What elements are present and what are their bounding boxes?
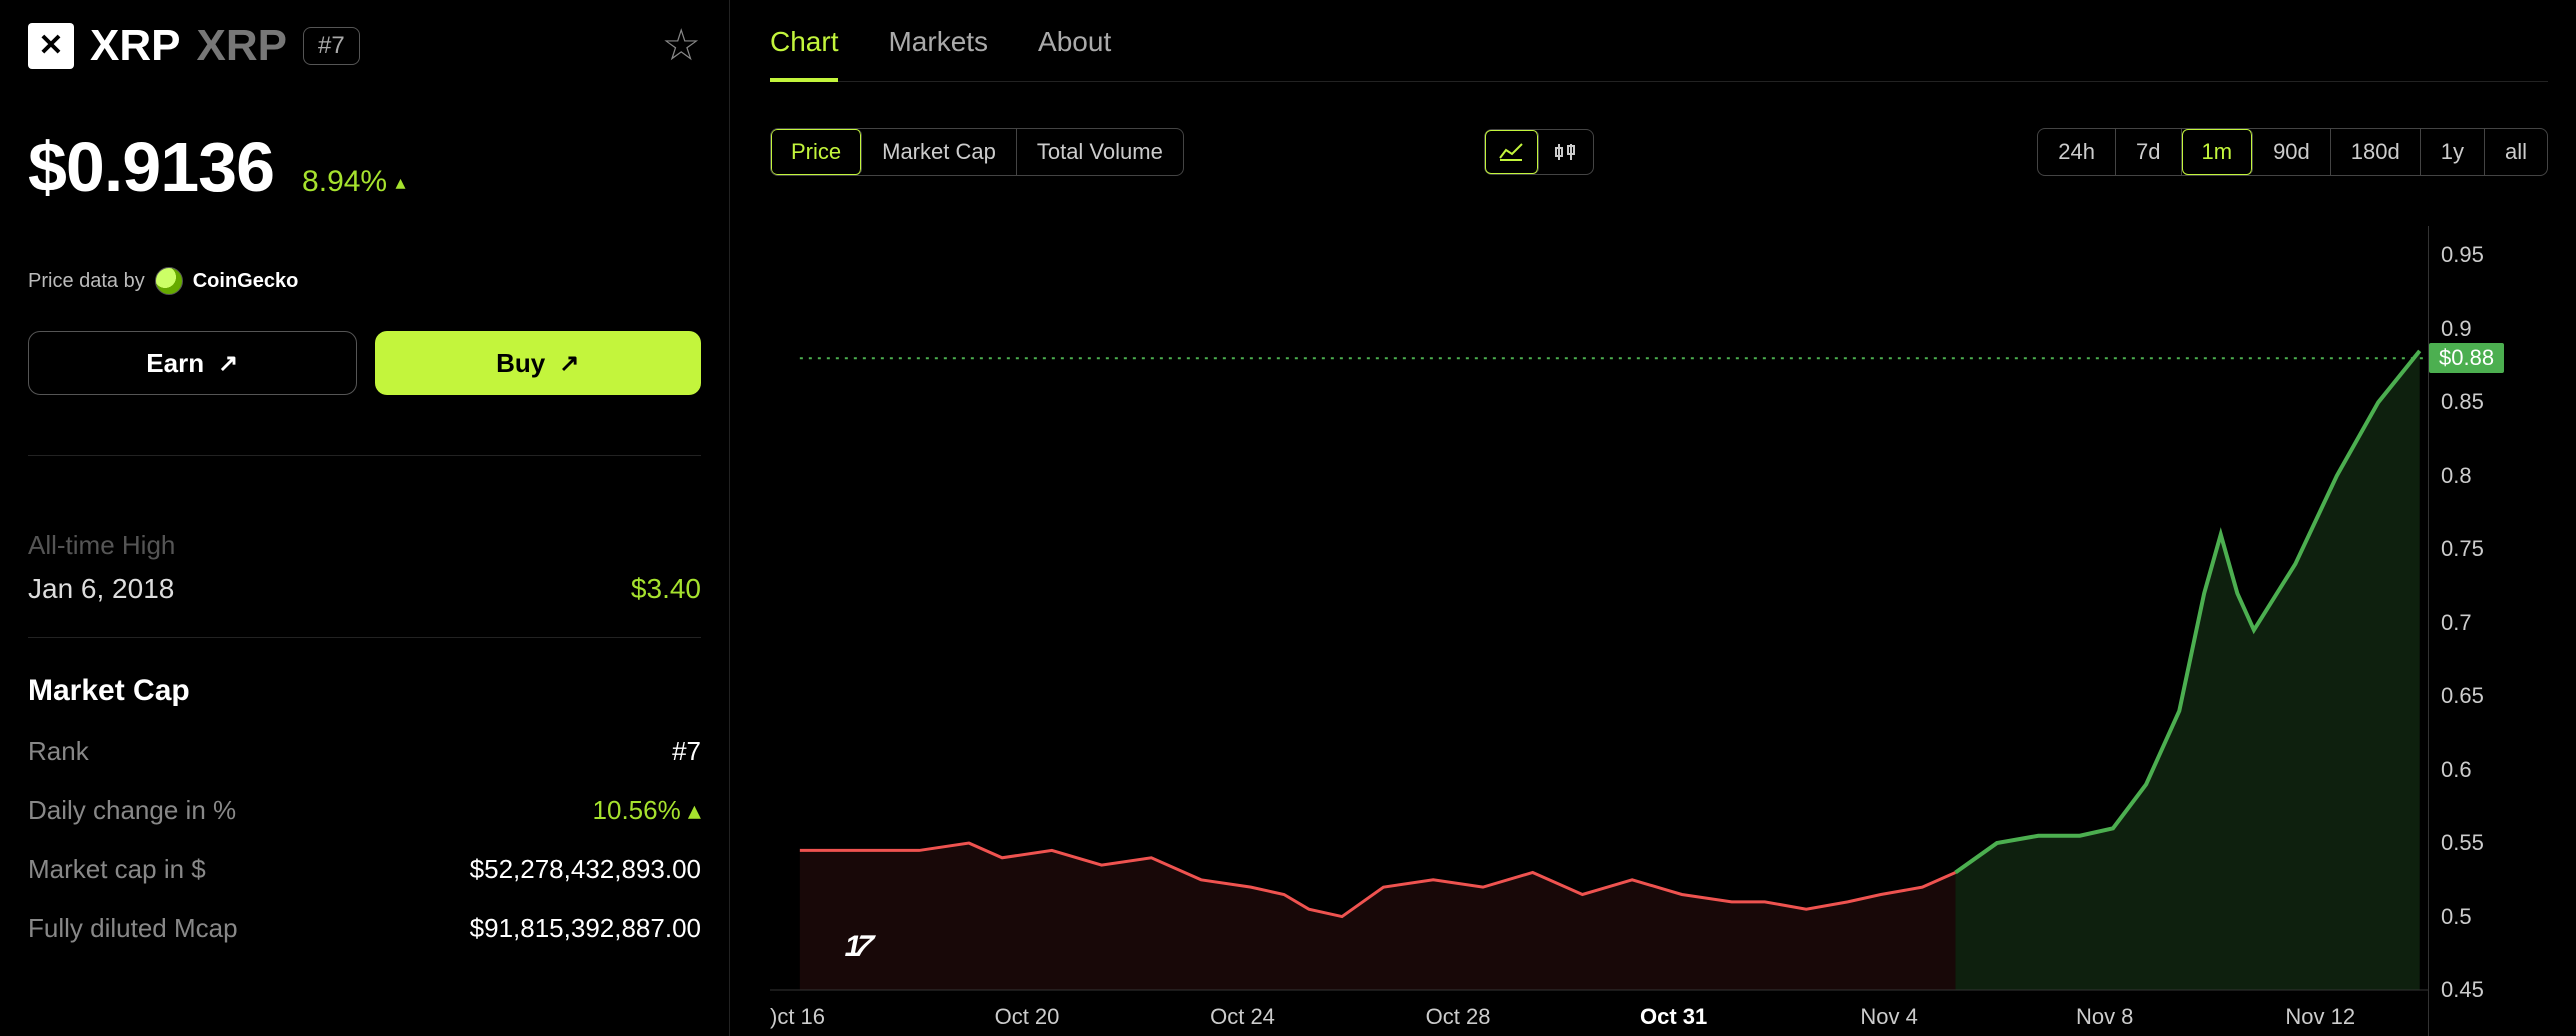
stat-value: 10.56% ▴ [593,795,701,826]
ath-date: Jan 6, 2018 [28,573,174,605]
earn-button[interactable]: Earn ↗ [28,331,357,395]
metric-total-volume[interactable]: Total Volume [1017,129,1183,175]
stat-row: Rank #7 [28,736,701,767]
price-chart[interactable]: 0.95 0.9 0.85 0.8 0.75 0.7 0.65 0.6 0.55 0.5 0.45 $… [770,226,2548,1036]
up-arrow-icon: ▴ [395,172,405,194]
arrow-ne-icon: ↗ [218,349,238,378]
ath-value: $3.40 [631,573,701,605]
xrp-icon-glyph: ✕ [38,28,63,63]
y-tick: 0.85 [2441,389,2484,415]
tabs: Chart Markets About [770,0,2548,82]
coin-sidebar: ✕ XRP XRP #7 ☆ $0.9136 8.94% ▴ Price dat… [0,0,730,1036]
marketcap-rows: Rank #7 Daily change in % 10.56% ▴ Market ca… [28,736,701,944]
tab-chart[interactable]: Chart [770,26,838,82]
stat-label: Rank [28,736,89,767]
range-1y[interactable]: 1y [2421,129,2485,175]
range-180d[interactable]: 180d [2331,129,2421,175]
provider-row: Price data by CoinGecko [28,267,701,295]
x-tick: Oct 28 [1426,1004,1491,1030]
y-tick: 0.55 [2441,830,2484,856]
x-tick: Oct 31 [1640,1004,1707,1030]
stat-row: Fully diluted Mcap $91,815,392,887.00 [28,913,701,944]
coin-name: XRP [90,21,180,71]
title-row: ✕ XRP XRP #7 ☆ [28,20,701,71]
buy-button-label: Buy [496,348,545,379]
favorite-star-icon[interactable]: ☆ [662,20,701,71]
stat-value: $91,815,392,887.00 [470,913,701,944]
buy-button[interactable]: Buy ↗ [375,331,702,395]
divider [28,455,701,456]
range-toggle: 24h7d1m90d180d1yall [2037,128,2548,176]
price-value: $0.9136 [28,127,274,207]
stat-label: Daily change in % [28,795,236,826]
cta-row: Earn ↗ Buy ↗ [28,331,701,395]
view-toggle [1484,129,1594,175]
xrp-icon: ✕ [28,23,74,69]
y-tick: 0.9 [2441,316,2472,342]
x-tick: Oct 24 [1210,1004,1275,1030]
coingecko-icon [155,267,183,295]
x-tick: )ct 16 [770,1004,825,1030]
metric-market-cap[interactable]: Market Cap [862,129,1017,175]
coin-symbol: XRP [196,21,286,71]
stat-value: $52,278,432,893.00 [470,854,701,885]
price-row: $0.9136 8.94% ▴ [28,127,701,207]
rank-badge: #7 [303,27,360,65]
metric-toggle: PriceMarket CapTotal Volume [770,128,1184,176]
stat-row: Daily change in % 10.56% ▴ [28,795,701,826]
range-1m[interactable]: 1m [2182,129,2254,175]
y-tick: 0.75 [2441,536,2484,562]
x-tick: Oct 20 [995,1004,1060,1030]
marketcap-title: Market Cap [28,674,701,708]
stat-label: Market cap in $ [28,854,206,885]
arrow-ne-icon: ↗ [559,349,579,378]
y-tick: 0.65 [2441,683,2484,709]
range-90d[interactable]: 90d [2253,129,2331,175]
y-tick: 0.7 [2441,610,2472,636]
current-price-badge: $0.88 [2429,343,2504,373]
x-tick: Nov 12 [2285,1004,2355,1030]
controls-row: PriceMarket CapTotal Volume 24h7d1m90d18… [770,128,2548,176]
tab-about[interactable]: About [1038,26,1111,81]
x-tick: Nov 8 [2076,1004,2133,1030]
provider-prefix: Price data by [28,270,145,293]
y-tick: 0.8 [2441,463,2472,489]
price-change: 8.94% ▴ [302,165,405,199]
divider [28,637,701,638]
stat-value: #7 [672,736,701,767]
tradingview-logo-icon: 17 [845,930,870,964]
range-7d[interactable]: 7d [2116,129,2181,175]
ath-row: Jan 6, 2018 $3.40 [28,573,701,605]
main-panel: Chart Markets About PriceMarket CapTotal V… [730,0,2576,1036]
y-tick: 0.6 [2441,757,2472,783]
metric-price[interactable]: Price [771,129,862,175]
ath-label: All-time High [28,530,701,561]
range-all[interactable]: all [2485,129,2547,175]
range-24h[interactable]: 24h [2038,129,2116,175]
price-change-pct: 8.94% [302,165,387,198]
tab-markets[interactable]: Markets [888,26,988,81]
provider-name: CoinGecko [193,270,299,293]
y-tick: 0.5 [2441,904,2472,930]
y-axis: 0.95 0.9 0.85 0.8 0.75 0.7 0.65 0.6 0.55 0.5 0.45 $… [2428,226,2548,1036]
line-chart-icon[interactable] [1485,130,1539,174]
y-tick: 0.45 [2441,977,2484,1003]
x-tick: Nov 4 [1860,1004,1917,1030]
stat-label: Fully diluted Mcap [28,913,238,944]
stat-row: Market cap in $ $52,278,432,893.00 [28,854,701,885]
earn-button-label: Earn [146,348,204,379]
y-tick: 0.95 [2441,242,2484,268]
candlestick-icon[interactable] [1539,130,1593,174]
